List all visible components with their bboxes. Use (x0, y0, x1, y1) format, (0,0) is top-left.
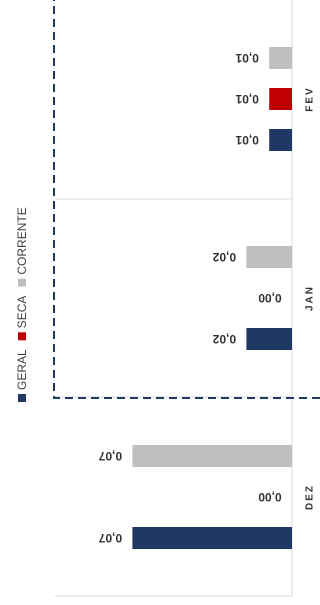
legend: GERAL SECA CORRENTE (15, 207, 29, 402)
legend-swatch-geral (18, 394, 26, 402)
value-label-fev-geral: 0,01 (235, 133, 259, 147)
value-label-jan-geral: 0,02 (212, 332, 236, 346)
category-label-fev: FEV (305, 86, 316, 111)
category-label-jan: JAN (305, 285, 316, 311)
bar-fev-corrente (269, 47, 292, 69)
value-label-fev-corrente: 0,01 (235, 51, 259, 65)
value-label-jan-corrente: 0,02 (212, 250, 236, 264)
highlight-box (53, 0, 320, 399)
bar-jan-corrente (246, 246, 292, 268)
category-separators (55, 198, 292, 398)
legend-swatch-corrente (18, 278, 26, 287)
category-label-dez: DEZ (305, 484, 316, 510)
legend-label-geral: GERAL (15, 349, 29, 390)
bar-fev-seca (269, 88, 292, 110)
value-label-fev-seca: 0,01 (235, 92, 259, 106)
bars-group (132, 47, 292, 549)
value-label-dez-corrente: 0,07 (98, 449, 122, 463)
bar-jan-geral (246, 328, 292, 350)
value-label-dez-geral: 0,07 (98, 531, 122, 545)
value-labels-group: 0,07 0,00 0,07 0,02 0,00 0,02 0,01 0,01 0,01 (98, 51, 281, 545)
legend-label-seca: SECA (15, 296, 29, 329)
bar-fev-geral (269, 129, 292, 151)
category-labels-group: DEZ JAN FEV (305, 86, 316, 510)
value-label-jan-seca: 0,00 (258, 291, 282, 305)
legend-label-corrente: CORRENTE (15, 207, 29, 274)
legend-swatch-seca (18, 332, 26, 341)
bar-dez-geral (132, 527, 292, 549)
bar-dez-corrente (132, 445, 292, 467)
value-label-dez-seca: 0,00 (258, 490, 282, 504)
